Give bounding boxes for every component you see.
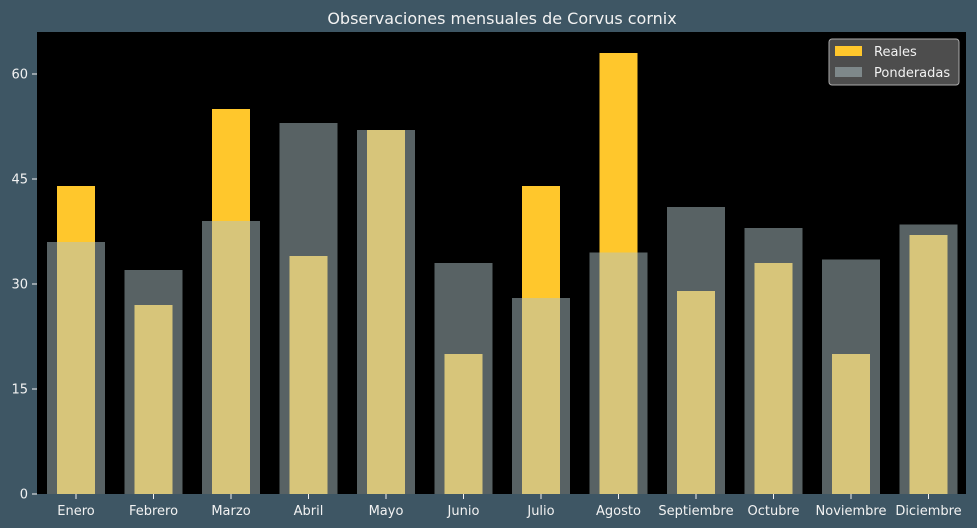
x-tick-label-octubre: Octubre: [747, 504, 799, 519]
x-tick-label-enero: Enero: [57, 504, 95, 519]
plot-area: [37, 32, 966, 494]
x-tick-label-julio: Julio: [526, 504, 554, 519]
bar-ponderadas-abril: [279, 123, 338, 494]
bar-ponderadas-julio: [512, 298, 570, 494]
series-ponderadas: [47, 123, 958, 494]
x-tick-label-abril: Abril: [294, 504, 324, 519]
bar-ponderadas-marzo: [202, 221, 260, 494]
bar-ponderadas-mayo: [357, 130, 415, 494]
legend-label-ponderadas: Ponderadas: [874, 66, 950, 81]
legend: Reales Ponderadas: [828, 38, 960, 86]
x-tick-label-mayo: Mayo: [369, 504, 404, 519]
y-tick-label: 45: [11, 173, 28, 188]
chart-title: Observaciones mensuales de Corvus cornix: [327, 9, 676, 28]
y-axis: 0 15 30 45 60: [11, 68, 37, 503]
bar-ponderadas-diciembre: [899, 224, 958, 494]
y-tick-label: 15: [11, 383, 28, 398]
legend-swatch-ponderadas: [835, 67, 862, 77]
bar-ponderadas-octubre: [744, 228, 803, 494]
x-tick-label-diciembre: Diciembre: [895, 504, 961, 519]
x-tick-label-agosto: Agosto: [596, 504, 641, 519]
bar-ponderadas-febrero: [124, 270, 183, 494]
y-tick-label: 60: [11, 68, 28, 83]
x-tick-label-junio: Junio: [447, 504, 480, 519]
y-tick-label: 30: [11, 278, 28, 293]
x-axis: Enero Febrero Marzo Abril Mayo Junio Julio Agos…: [57, 494, 962, 519]
x-tick-label-marzo: Marzo: [211, 504, 250, 519]
legend-swatch-reales: [835, 46, 862, 56]
bar-ponderadas-junio: [434, 263, 493, 494]
y-tick-label: 0: [20, 488, 28, 503]
legend-label-reales: Reales: [874, 45, 917, 60]
bar-ponderadas-agosto: [589, 252, 648, 494]
bar-ponderadas-septiembre: [667, 207, 725, 494]
bar-ponderadas-enero: [47, 242, 105, 494]
x-tick-label-noviembre: Noviembre: [816, 504, 887, 519]
bar-ponderadas-noviembre: [822, 259, 880, 494]
x-tick-label-septiembre: Septiembre: [658, 504, 733, 519]
x-tick-label-febrero: Febrero: [129, 504, 178, 519]
